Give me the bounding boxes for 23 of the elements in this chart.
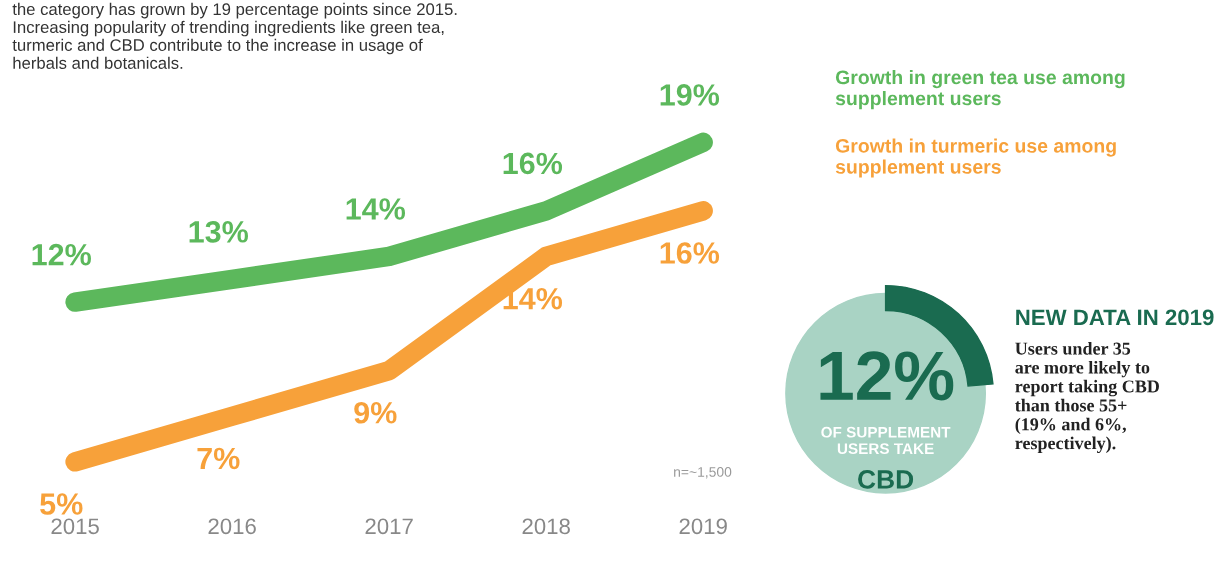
data-label: 5% <box>40 493 83 515</box>
x-tick-label: 2016 <box>208 518 256 535</box>
x-tick-label: 2019 <box>679 518 727 535</box>
data-label: 19% <box>660 84 720 106</box>
text: NEW DATA IN 2019 <box>1016 309 1214 326</box>
data-label: 12% <box>32 243 91 266</box>
text: n=~1,500 <box>674 466 732 479</box>
data-label: 7% <box>197 447 240 470</box>
data-label: 13% <box>189 221 249 243</box>
text: Growth in green tea use among supplement users <box>835 69 1125 110</box>
data-label: 16% <box>660 242 720 264</box>
x-tick-label: 2017 <box>365 518 413 535</box>
text: CBD <box>858 470 914 489</box>
data-label: 9% <box>354 401 397 424</box>
x-tick-label: 2018 <box>522 518 570 535</box>
data-label: 14% <box>346 198 406 220</box>
text: OF SUPPLEMENT USERS TAKE <box>821 426 951 455</box>
x-tick-label: 2015 <box>51 518 99 535</box>
data-label: 16% <box>503 152 563 175</box>
text: 12% <box>820 351 954 401</box>
text: the category has grown by 19 percentage points since 2015. Increasing popularity of trending ingredients like green tea, turmeric and CBD contribute to the increase in usage of herbals and botanicals. <box>12 2 457 69</box>
text: Growth in turmeric use among supplement users <box>835 138 1116 178</box>
text: Users under 35 are more likely to report taking CBD than those 55+ (19% and 6%, respectively). <box>1015 342 1159 454</box>
